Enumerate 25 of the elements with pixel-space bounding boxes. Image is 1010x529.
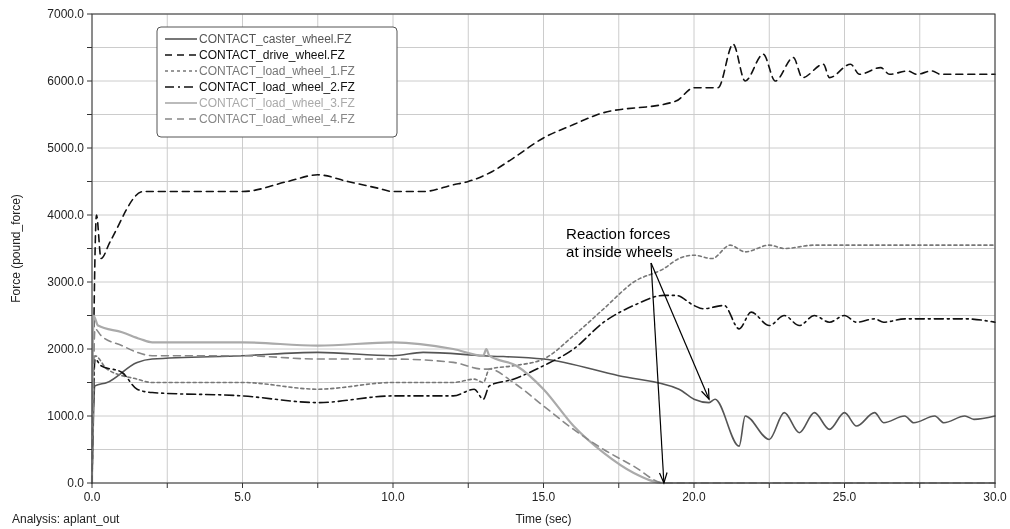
- annotation: Reaction forces at inside wheels: [566, 225, 673, 260]
- y-axis-title: Force (pound_force): [9, 194, 23, 303]
- legend-label: CONTACT_drive_wheel.FZ: [199, 48, 345, 62]
- y-tick-label: 2000.0: [47, 342, 85, 356]
- y-tick-label: 1000.0: [47, 409, 85, 423]
- y-tick-label: 0.0: [67, 476, 85, 490]
- legend-label: CONTACT_load_wheel_1.FZ: [199, 64, 355, 78]
- legend-label: CONTACT_load_wheel_4.FZ: [199, 112, 355, 126]
- y-tick-label: 4000.0: [47, 208, 85, 222]
- y-tick-label: 6000.0: [47, 74, 85, 88]
- x-axis-title: Time (sec): [515, 512, 572, 526]
- x-tick-label: 0.0: [83, 490, 101, 504]
- y-tick-label: 3000.0: [47, 275, 85, 289]
- text: Analysis: aplant_out: [12, 512, 121, 526]
- legend-label: CONTACT_load_wheel_3.FZ: [199, 96, 355, 110]
- x-tick-label: 15.0: [531, 490, 556, 504]
- y-tick-label: 5000.0: [47, 141, 85, 155]
- legend-label: CONTACT_caster_wheel.FZ: [199, 32, 352, 46]
- x-tick-label: 5.0: [234, 490, 252, 504]
- x-tick-label: 30.0: [983, 490, 1007, 504]
- x-tick-label: 25.0: [832, 490, 857, 504]
- legend-label: CONTACT_load_wheel_2.FZ: [199, 80, 355, 94]
- x-tick-label: 20.0: [682, 490, 706, 504]
- y-tick-label: 7000.0: [47, 7, 85, 21]
- x-tick-label: 10.0: [381, 490, 405, 504]
